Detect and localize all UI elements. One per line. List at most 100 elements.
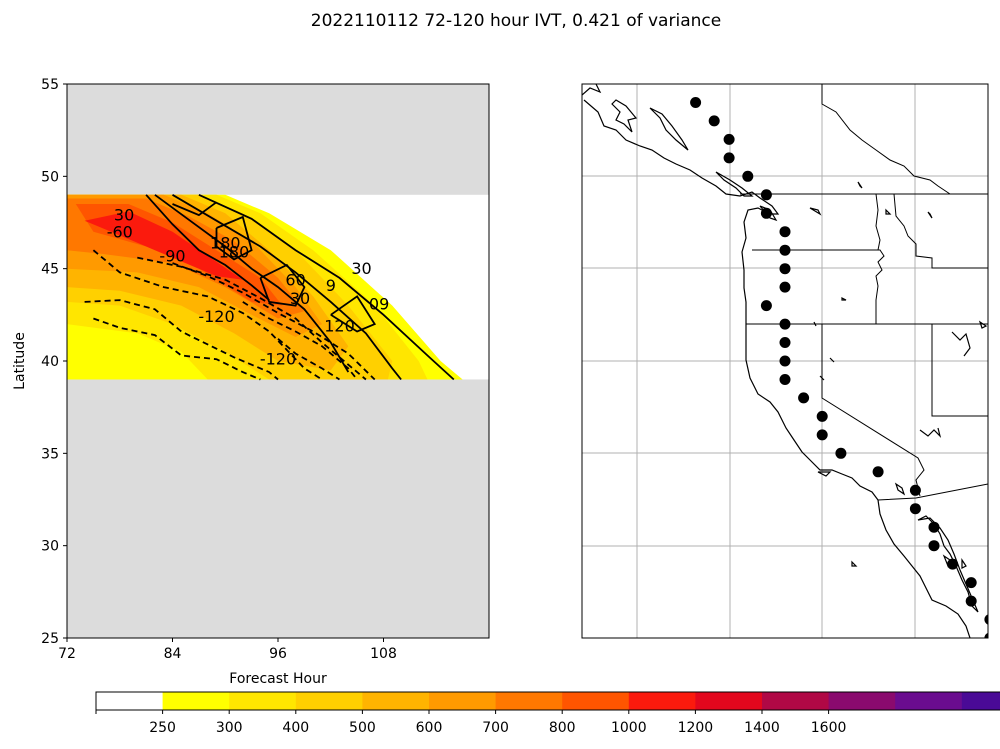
station-marker: [779, 244, 791, 256]
station-marker: [984, 614, 988, 625]
colorbar-tick-label: 1200: [678, 720, 714, 736]
station-marker: [760, 300, 772, 312]
station-marker: [708, 115, 720, 127]
station-marker: [909, 484, 921, 496]
contour-line-180: [259, 263, 306, 307]
x-tick-label: 96: [269, 646, 287, 662]
filled-band-1000: [84, 211, 243, 280]
contour-label: 9: [326, 276, 336, 295]
station-marker: [779, 263, 791, 275]
y-tick-label: 50: [41, 169, 59, 185]
masked-regions: [67, 84, 489, 638]
contour-label: 120: [324, 317, 355, 336]
contour-label: -120: [260, 350, 296, 369]
station-marker: [872, 466, 884, 478]
station-marker: [947, 558, 959, 570]
station-marker: [779, 281, 791, 293]
colorbar-segment: [162, 692, 230, 710]
station-marker: [742, 170, 754, 182]
station-marker: [984, 632, 988, 638]
colorbar: 250 300 400 500 600 700 800 1000 1200 1400 1600: [95, 691, 1000, 736]
colorbar-segment: [828, 692, 896, 710]
y-tick-label: 45: [41, 262, 59, 278]
station-marker: [779, 374, 791, 385]
station-marker: [779, 355, 791, 367]
colorbar-segment: [429, 692, 497, 710]
colorbar-segment: [695, 692, 763, 710]
contour-line--60: [92, 249, 323, 381]
colorbar-tick-label: 250: [149, 720, 176, 736]
colorbar-segment: [229, 692, 297, 710]
colorbar-segment: [495, 692, 563, 710]
contour-line--90: [137, 256, 367, 381]
station-marker: [816, 410, 828, 422]
station-marker: [779, 337, 791, 348]
x-tick-label: 72: [58, 646, 76, 662]
colorbar-segment: [295, 692, 363, 710]
station-marker: [928, 521, 940, 533]
contour-label: 60: [285, 270, 305, 289]
colorbar-tick-label: 600: [416, 720, 443, 736]
y-tick-label: 35: [41, 446, 59, 462]
station-marker: [760, 207, 772, 219]
contour-lines: [84, 193, 455, 381]
colorbar-segment: [628, 692, 696, 710]
contour-line-90: [154, 194, 350, 373]
contour-line--150: [242, 301, 358, 381]
contour-label: -90: [159, 246, 185, 265]
station-marker: [816, 429, 828, 441]
y-tick-label: 30: [41, 539, 59, 555]
station-marker: [965, 577, 977, 589]
y-axis-ticks: 25 30 35 40 45 50 55: [41, 77, 67, 647]
colorbar-tick-label: 300: [216, 720, 243, 736]
station-marker: [835, 447, 847, 459]
station-marker: [760, 189, 772, 201]
station-marker: [798, 392, 810, 404]
map-panel: [581, 83, 989, 639]
contour-label: 180: [219, 243, 250, 262]
colorbar-tick-label: 1600: [811, 720, 847, 736]
contour-line--120: [93, 317, 261, 381]
colorbar-tick-label: 700: [482, 720, 509, 736]
station-marker: [909, 503, 921, 515]
map-frame: [581, 83, 989, 639]
station-marker: [779, 226, 791, 238]
contour-label: 30: [351, 259, 371, 278]
contour-line--120: [277, 338, 340, 381]
colorbar-tick-label: 1400: [744, 720, 780, 736]
colorbar-extend-segment: [961, 692, 1000, 710]
colorbar-segment: [96, 692, 164, 710]
masked-region-1: [67, 84, 489, 195]
filled-band-250: [67, 373, 72, 380]
colorbar-segment: [362, 692, 430, 710]
station-marker: [690, 97, 702, 108]
contour-line-180: [215, 215, 253, 261]
station-marker: [779, 318, 791, 330]
y-axis-label: Latitude: [12, 332, 28, 390]
contour-label: -120: [198, 307, 234, 326]
x-axis-label: Forecast Hour: [229, 671, 327, 687]
contour-label: 30: [290, 289, 310, 308]
contour-label: 180: [210, 233, 241, 252]
contour-line--60: [84, 299, 279, 381]
station-marker: [723, 152, 735, 164]
station-markers: [690, 97, 988, 638]
y-tick-label: 40: [41, 354, 59, 370]
x-axis-ticks: 72 84 96 108: [58, 638, 397, 662]
x-tick-label: 108: [370, 646, 397, 662]
station-marker: [723, 133, 735, 145]
colorbar-tick-label: 800: [549, 720, 576, 736]
colorbar-tick-label: 1000: [611, 720, 647, 736]
colorbar-segment: [562, 692, 630, 710]
y-tick-label: 55: [41, 77, 59, 93]
station-marker: [965, 595, 977, 607]
colorbar-segment: [762, 692, 830, 710]
colorbar-tick-label: 400: [282, 720, 309, 736]
contour-line-30: [198, 193, 455, 381]
contour-line-120: [330, 295, 377, 333]
masked-region-0: [67, 379, 489, 638]
station-marker: [928, 540, 940, 552]
contour-label: 30: [114, 206, 134, 225]
